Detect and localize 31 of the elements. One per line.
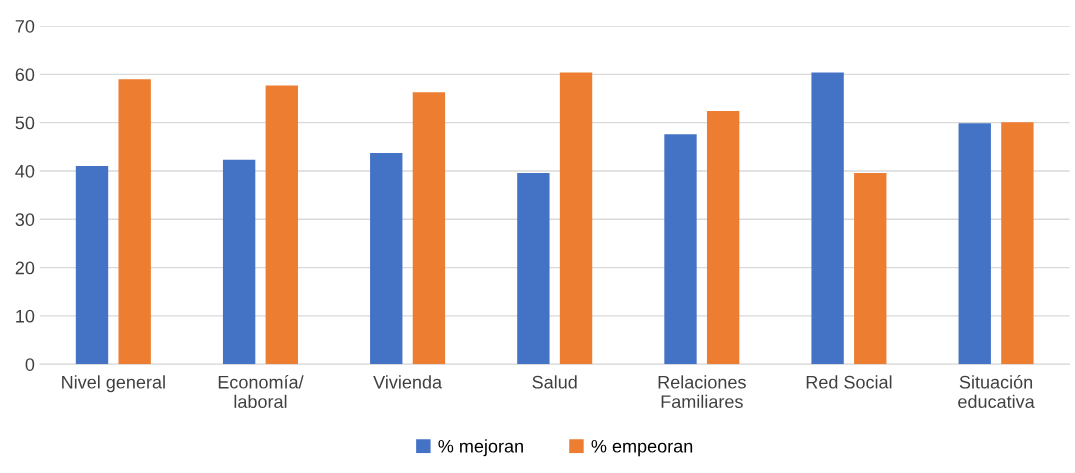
bar bbox=[118, 79, 151, 365]
bar bbox=[75, 166, 109, 365]
y-tick-label: 70 bbox=[15, 19, 35, 33]
x-tick-label: Nivel general bbox=[62, 375, 165, 393]
y-tick-label: 10 bbox=[16, 309, 35, 323]
legend-label: % empeoran bbox=[591, 439, 693, 457]
bar bbox=[559, 72, 593, 365]
x-tick-label: Relaciones Familiares bbox=[658, 375, 746, 409]
x-tick-label: Salud bbox=[532, 375, 577, 389]
y-tick-label: 20 bbox=[15, 261, 35, 275]
bar bbox=[706, 111, 740, 365]
bar bbox=[222, 159, 256, 365]
bar bbox=[811, 72, 844, 365]
bar bbox=[370, 153, 403, 365]
bar bbox=[265, 85, 298, 365]
y-tick-label: 40 bbox=[15, 164, 35, 178]
bar bbox=[664, 134, 697, 365]
y-tick-label: 50 bbox=[15, 116, 35, 130]
bar bbox=[412, 92, 446, 365]
x-tick-label: Vivienda bbox=[373, 375, 443, 389]
bar bbox=[854, 172, 887, 365]
y-tick-label: 0 bbox=[25, 358, 35, 371]
legend-label: % mejoran bbox=[438, 439, 523, 457]
x-tick-label: Red Social bbox=[806, 375, 892, 389]
bar bbox=[1001, 122, 1034, 365]
bar bbox=[958, 123, 991, 365]
x-tick-label: Economía/ laboral bbox=[218, 375, 304, 409]
x-tick-label: Situación educativa bbox=[958, 375, 1035, 409]
y-tick-label: 60 bbox=[15, 68, 35, 82]
y-tick-label: 30 bbox=[15, 213, 35, 226]
bar bbox=[517, 172, 550, 365]
